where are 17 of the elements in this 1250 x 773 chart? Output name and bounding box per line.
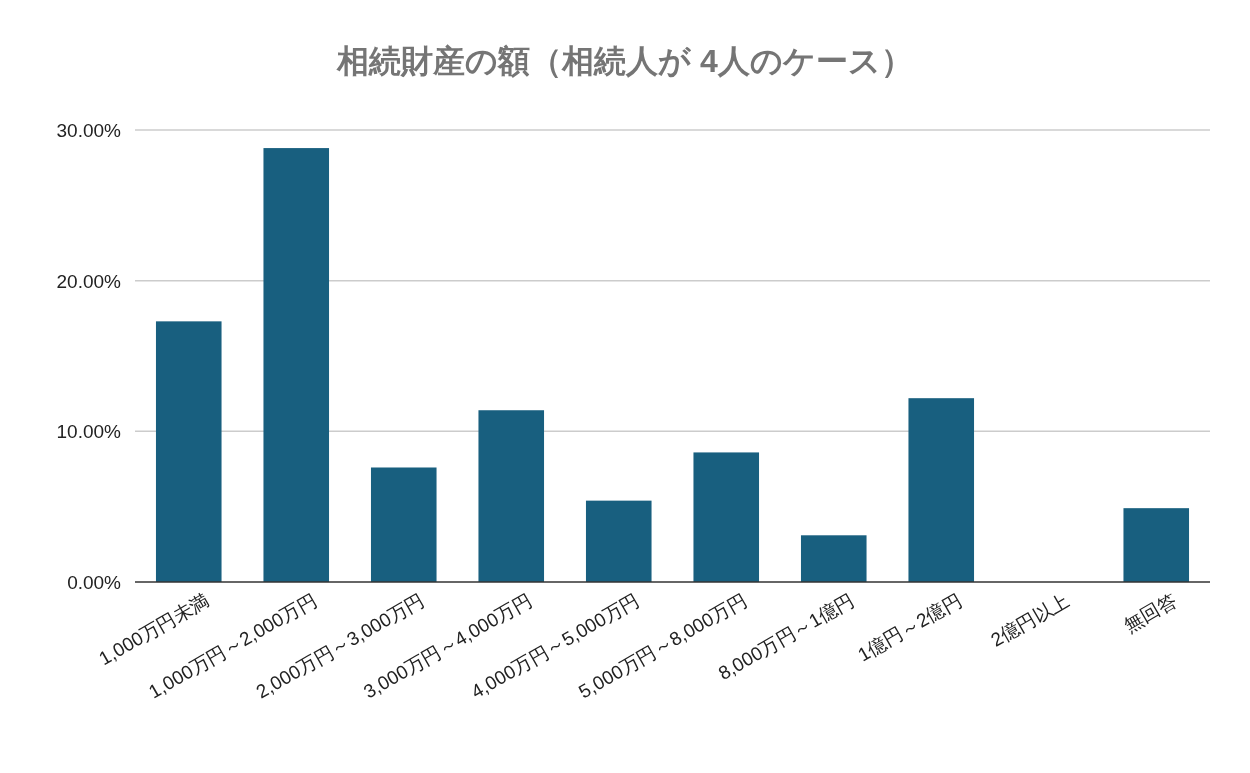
bar <box>370 467 437 582</box>
y-tick-label: 0.00% <box>67 572 122 593</box>
chart-title: 相続財産の額（相続人が 4人のケース） <box>336 43 913 79</box>
y-tick-label: 30.00% <box>56 120 122 141</box>
bar <box>155 321 222 582</box>
y-tick-label: 10.00% <box>56 421 122 443</box>
bar <box>585 500 652 582</box>
bar <box>908 398 975 582</box>
y-tick-label: 20.00% <box>56 270 122 292</box>
bar <box>263 148 330 582</box>
x-tick-label: 2億円以上 <box>987 589 1073 651</box>
x-tick-label: 1億円～2億円 <box>854 589 966 666</box>
bar <box>478 410 545 582</box>
bar <box>800 535 867 582</box>
x-tick-label: 無回答 <box>1120 589 1181 636</box>
bar <box>693 452 760 582</box>
bar <box>1123 508 1190 582</box>
